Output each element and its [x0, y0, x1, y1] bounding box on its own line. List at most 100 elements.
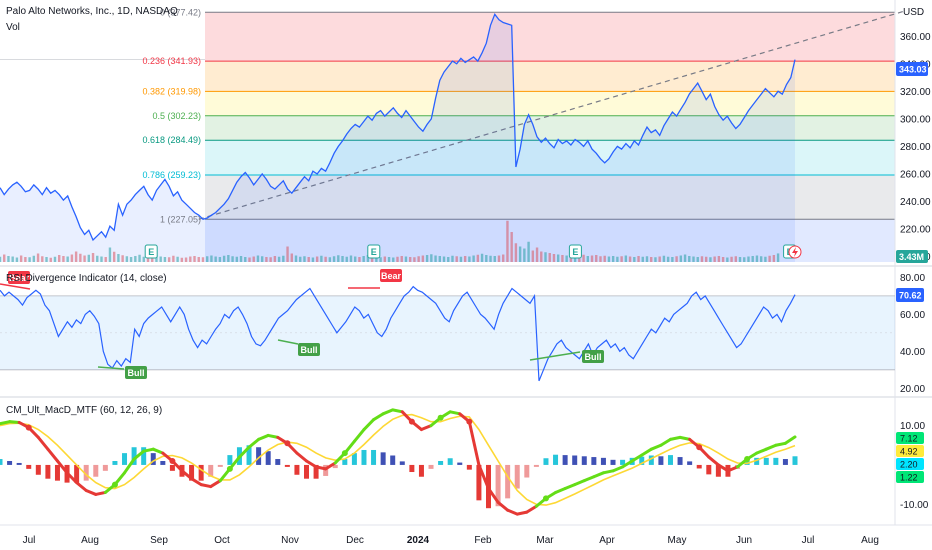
macd-histogram-bar	[342, 459, 348, 465]
volume-bars	[0, 220, 780, 262]
dashed-trendline[interactable]	[198, 10, 904, 220]
price-tick-label: 240.00	[900, 197, 931, 208]
volume-bar	[468, 256, 471, 262]
time-axis[interactable]: Jul Aug Sep Oct Nov Dec 2024 Feb Mar Apr May Jun Jul…	[23, 535, 879, 546]
macd-line-segment	[381, 408, 395, 416]
symbol-title[interactable]: Palo Alto Networks, Inc., 1D, NASDAQ	[6, 6, 178, 17]
volume-bar	[620, 256, 623, 262]
rsi-axis[interactable]: 80.00 60.00 40.00 20.00	[900, 273, 925, 395]
volume-bar	[206, 256, 209, 262]
volume-bar	[573, 255, 577, 262]
volume-bar	[772, 255, 776, 262]
macd-cross-dot	[169, 458, 176, 464]
rsi-line	[0, 283, 796, 382]
volume-bar	[341, 256, 344, 262]
volume-bar	[248, 257, 251, 262]
macd-line-segment	[65, 471, 79, 485]
volume-bar	[590, 255, 594, 262]
volume-bar	[531, 250, 535, 262]
macd-histogram-bar	[447, 458, 453, 465]
rsi-signal-bear[interactable]: Bear	[380, 269, 402, 282]
volume-bar	[755, 255, 759, 262]
macd-histogram-bar	[112, 461, 118, 465]
earnings-markers[interactable]: EEEE	[144, 244, 802, 259]
currency-label[interactable]: USD	[903, 7, 924, 18]
rsi-signal-box	[298, 343, 320, 356]
time-tick-label: Dec	[346, 535, 364, 546]
macd-histogram-bar	[428, 464, 434, 469]
volume-bar	[408, 257, 412, 262]
macd-histogram-bar	[122, 453, 128, 465]
macd-cross-dot	[466, 418, 473, 425]
rsi-signal-bull[interactable]: Bull	[582, 350, 604, 363]
macd-histogram-bar	[476, 464, 482, 501]
rsi-title[interactable]: RSI Divergence Indicator (14, close)	[6, 273, 167, 284]
rsi-signal-box	[125, 366, 147, 379]
time-tick-label: May	[668, 535, 687, 546]
volume-bar	[370, 256, 374, 262]
volume-bar	[603, 255, 606, 262]
macd-histogram-bar	[361, 449, 367, 465]
volume-bar	[434, 255, 437, 262]
macd-histogram-bar	[141, 447, 147, 465]
macd-line-segment	[601, 469, 615, 475]
volume-bar	[79, 253, 82, 262]
macd-value-badge: 1.22	[896, 471, 924, 483]
rsi-signal-bull[interactable]: Bull	[298, 343, 320, 356]
macd-line-segment	[506, 508, 519, 516]
volume-bar	[24, 257, 27, 262]
volume-bar	[311, 257, 315, 262]
dividend-lightning-icon[interactable]	[788, 245, 802, 259]
macd-tick-label: -10.00	[900, 500, 929, 511]
earnings-marker[interactable]: E	[568, 244, 582, 259]
macd-line-segment	[486, 487, 500, 504]
rsi-signal-box	[8, 271, 30, 284]
macd-axis[interactable]: 10.00 -10.00	[900, 421, 929, 511]
volume-bar	[349, 255, 353, 262]
macd-histogram-bar	[7, 461, 13, 465]
volume-bar	[425, 255, 429, 262]
earnings-badge-box	[144, 244, 158, 259]
volume-bar	[624, 255, 628, 262]
volume-bar	[83, 255, 86, 262]
rsi-signals[interactable]: Bear Bull Bull Bear Bull	[8, 269, 604, 379]
earnings-marker[interactable]: E	[367, 244, 381, 259]
volume-bar	[332, 256, 336, 262]
macd-histogram-bar	[620, 459, 626, 465]
time-tick-label: Apr	[599, 535, 615, 546]
volume-bar	[387, 257, 391, 262]
earnings-marker[interactable]: E	[144, 244, 158, 259]
price-tick-label: 280.00	[900, 142, 931, 153]
volume-bar	[688, 256, 691, 262]
macd-cross-dot	[226, 465, 233, 472]
volume-bar	[176, 256, 179, 262]
macd-histogram-bar	[323, 464, 329, 476]
rsi-signal-bear[interactable]: Bear	[8, 271, 30, 284]
volume-bar	[510, 232, 513, 262]
volume-bar	[260, 256, 264, 262]
macd-badge-box	[896, 432, 924, 444]
macd-histogram-bar	[553, 454, 559, 465]
volume-bar	[337, 255, 340, 262]
macd-line-segment	[716, 463, 730, 473]
time-tick-label: 2024	[407, 535, 430, 546]
macd-line-segment	[477, 463, 490, 491]
volume-bar	[738, 257, 742, 262]
macd-histogram-bar	[696, 464, 702, 469]
volume-bar	[759, 256, 763, 262]
macd-histogram-bar	[667, 455, 673, 465]
trendline[interactable]	[198, 10, 904, 220]
rsi-signal-label: Bear	[381, 271, 402, 281]
macd-value-badges: 7.12 4.92 2.20 1.22	[896, 432, 924, 483]
price-area	[0, 14, 795, 262]
macd-histogram-bar	[208, 464, 214, 477]
volume-bar	[303, 256, 306, 262]
volume-bar	[11, 256, 14, 262]
volume-bar	[548, 253, 551, 262]
volume-bar	[421, 255, 425, 262]
macd-line-segment	[563, 483, 577, 491]
volume-legend[interactable]: Vol	[6, 22, 20, 33]
macd-title[interactable]: CM_Ult_MacD_MTF (60, 12, 26, 9)	[6, 405, 162, 416]
rsi-signal-bull[interactable]: Bull	[125, 366, 147, 379]
